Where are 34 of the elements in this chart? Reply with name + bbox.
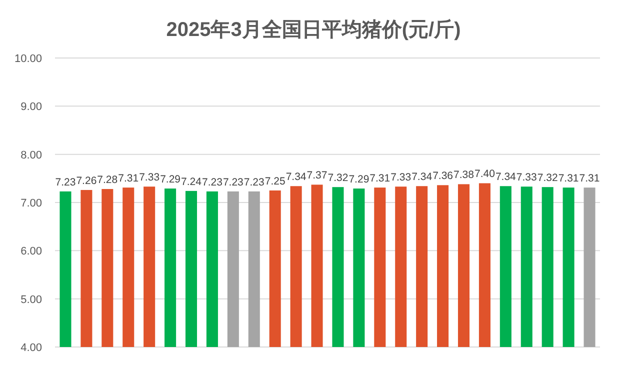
data-label: 7.33 bbox=[390, 172, 412, 184]
data-label: 7.38 bbox=[454, 169, 474, 182]
data-label: 7.23 bbox=[202, 176, 223, 188]
data-label: 7.33 bbox=[139, 172, 160, 184]
y-tick-label: 6.00 bbox=[20, 246, 42, 258]
y-tick-label: 9.00 bbox=[20, 101, 42, 114]
y-tick-label: 5.00 bbox=[20, 294, 42, 306]
data-label: 7.32 bbox=[537, 172, 558, 184]
data-label: 7.36 bbox=[432, 170, 454, 182]
data-label: 7.29 bbox=[160, 174, 181, 186]
y-tick-label: 7.00 bbox=[20, 198, 42, 210]
data-label: 7.24 bbox=[181, 176, 202, 188]
data-label: 7.40 bbox=[474, 168, 496, 180]
chart-title: 2025年3月全国日平均猪价(元/斤) bbox=[166, 18, 461, 41]
data-label: 7.31 bbox=[558, 172, 579, 185]
data-label: 7.31 bbox=[370, 172, 390, 185]
data-label: 7.34 bbox=[495, 171, 516, 184]
data-label: 7.23 bbox=[55, 176, 76, 188]
data-label: 7.29 bbox=[348, 174, 370, 186]
data-label: 7.23 bbox=[222, 176, 244, 188]
data-label: 7.31 bbox=[579, 172, 600, 185]
data-label: 7.34 bbox=[286, 171, 306, 184]
data-label: 7.37 bbox=[306, 170, 328, 182]
data-label: 7.23 bbox=[244, 176, 265, 188]
data-label: 7.33 bbox=[516, 172, 538, 184]
data-label: 7.25 bbox=[264, 175, 286, 188]
data-label: 7.26 bbox=[76, 174, 97, 187]
data-label: 7.34 bbox=[412, 171, 432, 184]
data-label: 7.32 bbox=[328, 172, 348, 184]
y-tick-label: 10.00 bbox=[14, 53, 42, 65]
y-tick-label: 4.00 bbox=[20, 342, 42, 354]
data-label: 7.28 bbox=[97, 174, 118, 186]
data-label: 7.31 bbox=[118, 172, 139, 185]
y-tick-label: 8.00 bbox=[20, 149, 42, 162]
